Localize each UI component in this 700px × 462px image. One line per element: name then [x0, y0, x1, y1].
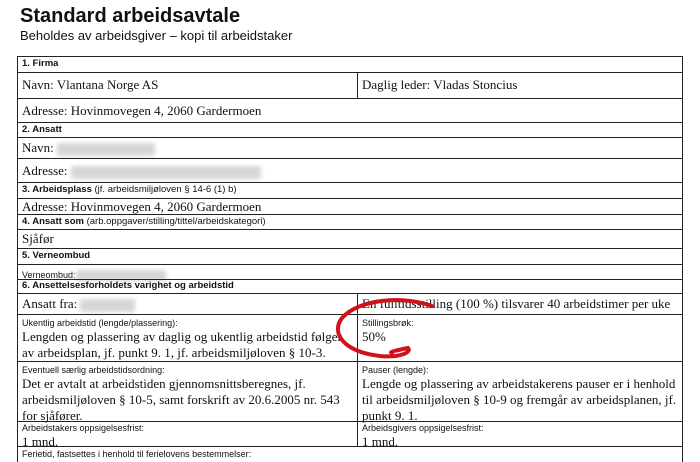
ferietid-label: Ferietid, fastsettes i henhold til ferie… [22, 449, 252, 459]
redacted-date [80, 298, 136, 312]
verneombud-row: Verneombud: [17, 264, 683, 281]
arbeidsgiver-frist-value: 1 mnd. [362, 434, 399, 449]
section-arbeidsplass-header: 3. Arbeidsplass (jf. arbeidsmiljøloven §… [17, 182, 683, 198]
annotation-stroke [335, 298, 434, 359]
ansatt-adresse-label: Adresse: [22, 163, 68, 178]
ansatt-navn-label: Navn: [22, 140, 54, 155]
ferietid-row: Ferietid, fastsettes i henhold til ferie… [17, 446, 683, 462]
pauser-value: Lengde og plassering av arbeidstakerens … [362, 376, 677, 423]
ansatt-som-value: Sjåfør [22, 231, 54, 246]
ansatt-adresse-row: Adresse: [17, 158, 683, 182]
arbeidsplass-adresse: Adresse: Hovinmovegen 4, 2060 Gardermoen [22, 199, 262, 214]
stillingsbrok-label: Stillingsbrøk: [362, 318, 414, 328]
arbeidsgiver-frist-label: Arbeidsgivers oppsigelsesfrist: [362, 423, 484, 433]
document-subtitle: Beholdes av arbeidsgiver – kopi til arbe… [20, 28, 293, 43]
ansatt-som-row: Sjåfør [17, 229, 683, 248]
ukentlig-label: Ukentlig arbeidstid (lengde/plassering): [22, 318, 178, 328]
verneombud-label: Verneombud: [22, 270, 76, 280]
redacted-verneombud [75, 269, 166, 281]
document-title: Standard arbeidsavtale [20, 5, 241, 27]
ansatt-fra-label: Ansatt fra: [22, 296, 78, 311]
saerlig-value: Det er avtalt at arbeidstiden gjennomsni… [22, 376, 340, 423]
stillingsbrok-value: 50% [362, 329, 386, 344]
saerlig-row: Eventuell særlig arbeidstidsordning: Det … [17, 361, 683, 423]
ansatt-navn-row: Navn: [17, 137, 683, 158]
saerlig-label: Eventuell særlig arbeidstidsordning: [22, 365, 165, 375]
section-varighet-header: 6. Ansettelsesforholdets varighet og arb… [17, 279, 683, 293]
oppsigelse-row: Arbeidstakers oppsigelsesfrist: 1 mnd. Ar… [17, 421, 683, 449]
firma-navn: Navn: Vlantana Norge AS [18, 73, 358, 98]
ukentlig-row: Ukentlig arbeidstid (lengde/plassering):… [17, 314, 683, 361]
arbeidsplass-adresse-row: Adresse: Hovinmovegen 4, 2060 Gardermoen [17, 198, 683, 214]
firma-adresse-row: Adresse: Hovinmovegen 4, 2060 Gardermoen [17, 98, 683, 122]
fulltid-note: En fulltidsstilling (100 %) tilsvarer 40… [362, 296, 671, 311]
redacted-address [70, 165, 261, 179]
pauser-label: Pauser (lengde): [362, 365, 429, 375]
ukentlig-value: Lengden og plassering av daglig og ukent… [22, 329, 342, 360]
ansatt-fra-row: Ansatt fra: En fulltidsstilling (100 %) … [17, 293, 683, 314]
firma-name-row: Navn: Vlantana Norge AS Daglig leder: Vl… [17, 72, 683, 98]
section-ansatt-header: 2. Ansatt [17, 122, 683, 137]
section-verneombud-header: 5. Verneombud [17, 248, 683, 264]
arbeidstaker-frist-label: Arbeidstakers oppsigelsesfrist: [22, 423, 145, 433]
section-ansatt-som-header: 4. Ansatt som (arb.oppgaver/stilling/tit… [17, 214, 683, 229]
arbeidstaker-frist-value: 1 mnd. [22, 434, 59, 449]
firma-daglig-leder: Daglig leder: Vladas Stoncius [362, 77, 518, 92]
section-firma-header: 1. Firma [17, 56, 683, 72]
redacted-name [57, 142, 156, 156]
firma-adresse: Adresse: Hovinmovegen 4, 2060 Gardermoen [22, 103, 262, 118]
